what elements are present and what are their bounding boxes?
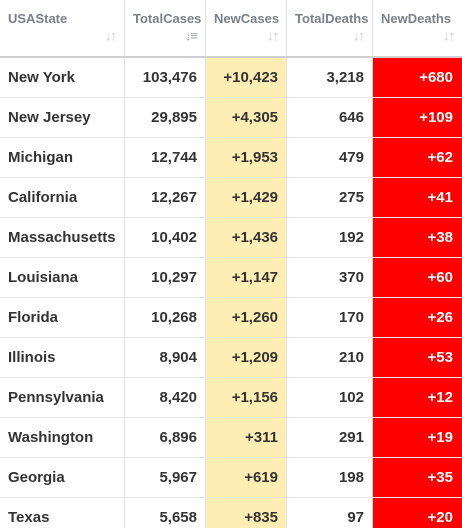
table-row: New Jersey 29,895 +4,305 646 +109 (0, 98, 462, 138)
total-deaths-cell: 192 (287, 218, 373, 257)
table-header: USA State ↓↑ Total Cases ↓≡ New Cases ↓↑… (0, 0, 462, 58)
column-header-line1: New (214, 11, 241, 26)
new-cases-cell: +1,260 (206, 298, 287, 337)
column-header-line2: Cases (240, 11, 280, 26)
total-deaths-cell: 198 (287, 458, 373, 497)
table-body: New York 103,476 +10,423 3,218 +680 New Jerse… (0, 58, 462, 528)
column-header-total-deaths[interactable]: Total Deaths ↓↑ (287, 0, 373, 56)
total-deaths-cell: 170 (287, 298, 373, 337)
new-deaths-cell: +53 (373, 338, 462, 377)
state-cell[interactable]: Washington (0, 418, 125, 457)
total-deaths-cell: 210 (287, 338, 373, 377)
new-deaths-cell: +62 (373, 138, 462, 177)
new-deaths-cell: +680 (373, 58, 462, 97)
total-cases-cell: 12,744 (125, 138, 206, 177)
column-header-line2: Cases (163, 11, 202, 26)
state-cell[interactable]: Louisiana (0, 258, 125, 297)
state-cell[interactable]: Michigan (0, 138, 125, 177)
state-cell[interactable]: Pennsylvania (0, 378, 125, 417)
new-deaths-cell: +12 (373, 378, 462, 417)
total-cases-cell: 10,402 (125, 218, 206, 257)
sort-arrows-icon[interactable]: ↓↑ (443, 28, 455, 43)
new-cases-cell: +1,953 (206, 138, 287, 177)
new-cases-cell: +1,209 (206, 338, 287, 377)
new-cases-cell: +1,147 (206, 258, 287, 297)
new-deaths-cell: +20 (373, 498, 462, 528)
column-header-line1: USA (8, 11, 36, 26)
total-cases-cell: 12,267 (125, 178, 206, 217)
total-deaths-cell: 3,218 (287, 58, 373, 97)
table-row: Washington 6,896 +311 291 +19 (0, 418, 462, 458)
table-row: Illinois 8,904 +1,209 210 +53 (0, 338, 462, 378)
new-deaths-cell: +60 (373, 258, 462, 297)
new-deaths-cell: +26 (373, 298, 462, 337)
total-deaths-cell: 102 (287, 378, 373, 417)
sort-arrows-icon[interactable]: ↓↑ (353, 28, 365, 43)
column-header-line1: Total (133, 11, 164, 26)
new-cases-cell: +835 (206, 498, 287, 528)
total-deaths-cell: 370 (287, 258, 373, 297)
total-cases-cell: 29,895 (125, 98, 206, 137)
sort-arrows-icon[interactable]: ↓↑ (105, 28, 117, 43)
total-cases-cell: 10,297 (125, 258, 206, 297)
total-deaths-cell: 291 (287, 418, 373, 457)
total-cases-cell: 6,896 (125, 418, 206, 457)
sort-desc-icon[interactable]: ↓≡ (184, 28, 198, 43)
state-cell[interactable]: New Jersey (0, 98, 125, 137)
table-row: Louisiana 10,297 +1,147 370 +60 (0, 258, 462, 298)
state-cell[interactable]: California (0, 178, 125, 217)
new-cases-cell: +10,423 (206, 58, 287, 97)
total-cases-cell: 5,967 (125, 458, 206, 497)
column-header-new-cases[interactable]: New Cases ↓↑ (206, 0, 287, 56)
state-cell[interactable]: Georgia (0, 458, 125, 497)
total-cases-cell: 103,476 (125, 58, 206, 97)
column-header-state[interactable]: USA State ↓↑ (0, 0, 125, 56)
column-header-line1: Total (295, 11, 326, 26)
table-row: Georgia 5,967 +619 198 +35 (0, 458, 462, 498)
column-header-new-deaths[interactable]: New Deaths ↓↑ (373, 0, 462, 56)
state-cell[interactable]: Massachusetts (0, 218, 125, 257)
table-row: California 12,267 +1,429 275 +41 (0, 178, 462, 218)
new-cases-cell: +311 (206, 418, 287, 457)
total-cases-cell: 5,658 (125, 498, 206, 528)
total-deaths-cell: 97 (287, 498, 373, 528)
new-deaths-cell: +41 (373, 178, 462, 217)
total-cases-cell: 8,420 (125, 378, 206, 417)
new-deaths-cell: +109 (373, 98, 462, 137)
table-row: Florida 10,268 +1,260 170 +26 (0, 298, 462, 338)
total-cases-cell: 10,268 (125, 298, 206, 337)
table-row: Pennsylvania 8,420 +1,156 102 +12 (0, 378, 462, 418)
column-header-line2: State (35, 11, 68, 26)
sort-arrows-icon[interactable]: ↓↑ (267, 28, 279, 43)
new-cases-cell: +4,305 (206, 98, 287, 137)
column-header-line2: Deaths (325, 11, 369, 26)
column-header-line1: New (381, 11, 408, 26)
total-cases-cell: 8,904 (125, 338, 206, 377)
state-cell[interactable]: New York (0, 58, 125, 97)
total-deaths-cell: 646 (287, 98, 373, 137)
column-header-total-cases[interactable]: Total Cases ↓≡ (125, 0, 206, 56)
new-cases-cell: +1,429 (206, 178, 287, 217)
new-cases-cell: +1,156 (206, 378, 287, 417)
table-row: New York 103,476 +10,423 3,218 +680 (0, 58, 462, 98)
new-deaths-cell: +38 (373, 218, 462, 257)
state-cell[interactable]: Florida (0, 298, 125, 337)
new-cases-cell: +619 (206, 458, 287, 497)
state-cell[interactable]: Illinois (0, 338, 125, 377)
state-cell[interactable]: Texas (0, 498, 125, 528)
new-cases-cell: +1,436 (206, 218, 287, 257)
total-deaths-cell: 275 (287, 178, 373, 217)
new-deaths-cell: +19 (373, 418, 462, 457)
total-deaths-cell: 479 (287, 138, 373, 177)
table-row: Massachusetts 10,402 +1,436 192 +38 (0, 218, 462, 258)
new-deaths-cell: +35 (373, 458, 462, 497)
column-header-line2: Deaths (407, 11, 452, 26)
table-row: Michigan 12,744 +1,953 479 +62 (0, 138, 462, 178)
table-row: Texas 5,658 +835 97 +20 (0, 498, 462, 528)
